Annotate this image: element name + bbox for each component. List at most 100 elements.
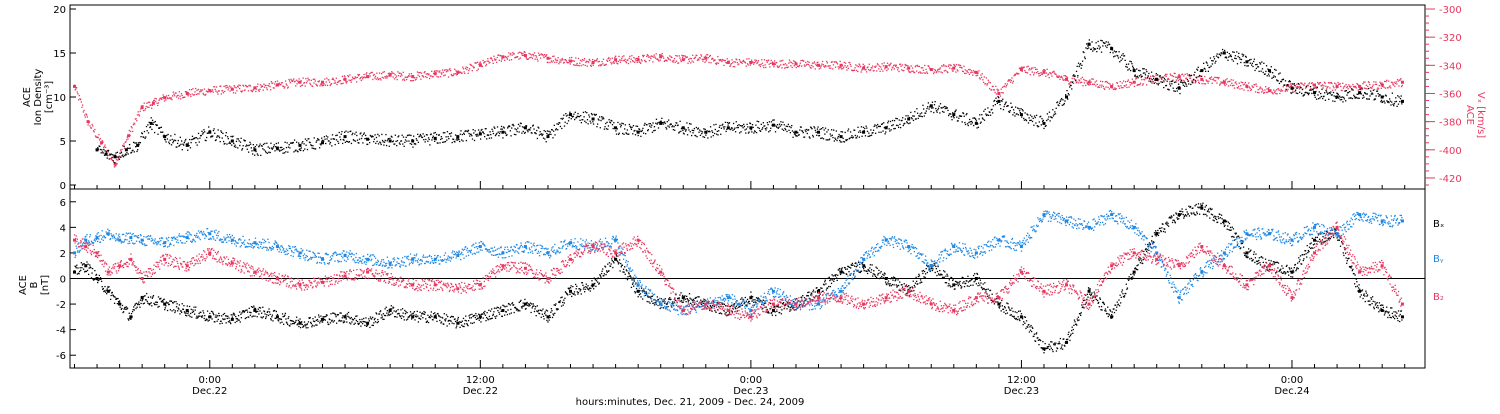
vx-dot xyxy=(881,69,882,70)
bx-dot xyxy=(335,316,336,317)
vx-dot xyxy=(342,76,343,77)
vx-dot xyxy=(352,77,353,78)
bx-dot xyxy=(233,313,234,314)
bx-dot xyxy=(81,267,82,268)
density-dot xyxy=(1383,96,1384,97)
vx-dot xyxy=(774,60,775,61)
density-dot xyxy=(441,136,442,137)
density-dot xyxy=(549,134,550,135)
density-dot xyxy=(257,153,258,154)
density-dot xyxy=(127,148,128,149)
density-dot xyxy=(100,149,101,150)
vx-dot xyxy=(615,56,616,57)
vx-dot xyxy=(500,55,501,56)
vx-dot xyxy=(688,59,689,60)
density-dot xyxy=(1054,111,1055,112)
density-dot xyxy=(1163,87,1164,88)
density-dot xyxy=(1305,92,1306,93)
bx-dot xyxy=(157,302,158,303)
vx-dot xyxy=(540,57,541,58)
density-dot xyxy=(1286,89,1287,90)
density-dot xyxy=(1236,51,1237,52)
bx-dot xyxy=(412,313,413,314)
density-dot xyxy=(106,151,107,152)
density-dot xyxy=(687,134,688,135)
density-point xyxy=(150,122,153,125)
density-dot xyxy=(874,126,875,127)
bx-dot xyxy=(206,319,207,320)
density-point xyxy=(253,148,256,151)
density-dot xyxy=(937,112,938,113)
density-dot xyxy=(1240,62,1241,63)
density-dot xyxy=(648,129,649,130)
x-axis-title: hours:minutes, Dec. 21, 2009 - Dec. 24, … xyxy=(576,397,805,408)
density-dot xyxy=(1319,91,1320,92)
bx-dot xyxy=(351,321,352,322)
density-dot xyxy=(130,148,131,149)
vx-dot xyxy=(838,68,839,69)
bx-dot xyxy=(165,307,166,308)
vx-dot xyxy=(162,97,163,98)
vx-dot xyxy=(433,73,434,74)
vx-dot xyxy=(503,57,504,58)
bx-dot xyxy=(391,308,392,309)
vx-dot xyxy=(1223,80,1224,81)
vx-dot xyxy=(679,55,680,56)
density-dot xyxy=(468,133,469,134)
bx-dot xyxy=(108,286,109,287)
density-dot xyxy=(808,129,809,130)
bx-dot xyxy=(436,321,437,322)
vx-dot xyxy=(704,62,705,63)
vx-dot xyxy=(593,61,594,62)
vx-dot xyxy=(1086,82,1087,83)
bx-dot xyxy=(225,315,226,316)
density-dot xyxy=(887,122,888,123)
vx-dot xyxy=(911,65,912,66)
density-dot xyxy=(622,133,623,134)
vx-dot xyxy=(843,67,844,68)
vx-dot xyxy=(262,86,263,87)
vx-dot xyxy=(996,93,997,94)
density-dot xyxy=(1309,93,1310,94)
density-dot xyxy=(903,125,904,126)
density-dot xyxy=(1382,101,1383,102)
density-dot xyxy=(439,142,440,143)
vx-dot xyxy=(780,64,781,65)
density-dot xyxy=(133,142,134,143)
vx-dot xyxy=(608,57,609,58)
vx-dot xyxy=(1166,76,1167,77)
vx-dot xyxy=(148,107,149,108)
density-dot xyxy=(1273,77,1274,78)
density-dot xyxy=(297,151,298,152)
density-dot xyxy=(150,126,151,127)
density-dot xyxy=(1336,98,1337,99)
vx-dot xyxy=(787,66,788,67)
density-dot xyxy=(274,150,275,151)
density-dot xyxy=(448,138,449,139)
density-dot xyxy=(726,129,727,130)
bx-dot xyxy=(248,317,249,318)
bx-dot xyxy=(321,318,322,319)
vx-dot xyxy=(1304,84,1305,85)
bx-dot xyxy=(332,312,333,313)
vx-dot xyxy=(421,73,422,74)
vx-dot xyxy=(168,95,169,96)
bx-dot xyxy=(304,321,305,322)
bx-dot xyxy=(92,268,93,269)
bx-dot xyxy=(196,317,197,318)
density-dot xyxy=(1271,66,1272,67)
density-dot xyxy=(658,127,659,128)
density-dot xyxy=(176,146,177,147)
vx-dot xyxy=(406,79,407,80)
vx-dot xyxy=(815,64,816,65)
data-marks xyxy=(73,39,1404,353)
density-dot xyxy=(890,121,891,122)
vx-dot xyxy=(1229,81,1230,82)
density-dot xyxy=(554,125,555,126)
density-dot xyxy=(1314,95,1315,96)
vx-dot xyxy=(91,127,92,128)
density-dot xyxy=(427,134,428,135)
vx-dot xyxy=(577,65,578,66)
vx-dot xyxy=(1073,83,1074,84)
vx-dot xyxy=(379,72,380,73)
